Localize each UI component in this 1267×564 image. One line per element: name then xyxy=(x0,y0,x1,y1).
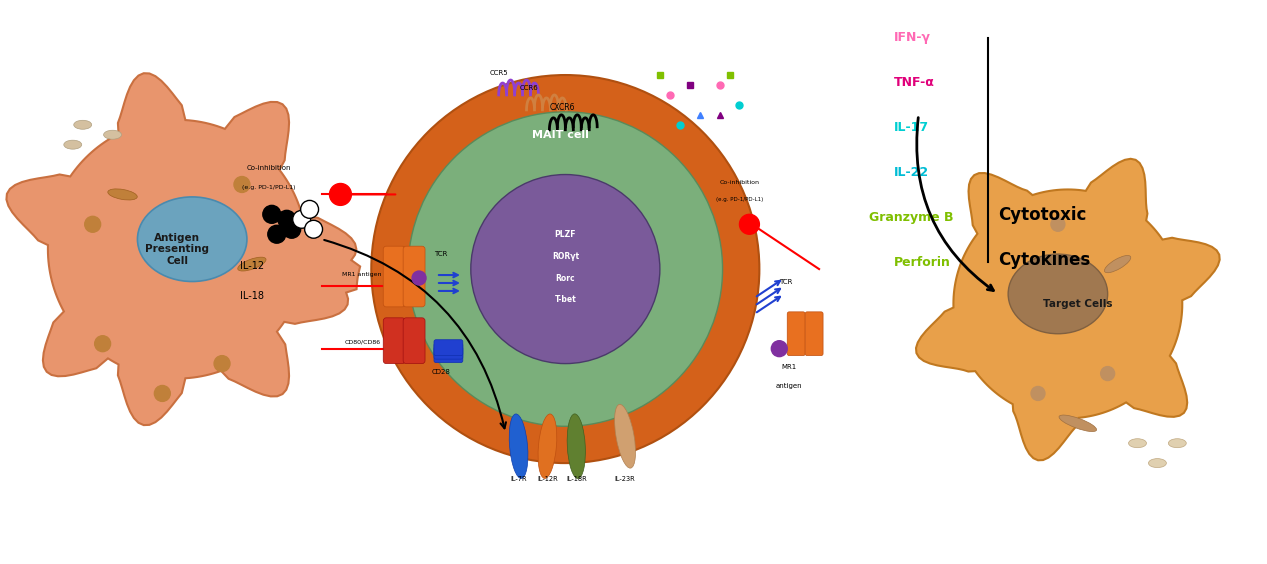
Ellipse shape xyxy=(1059,415,1096,431)
FancyBboxPatch shape xyxy=(435,340,462,356)
Text: CCR6: CCR6 xyxy=(519,85,538,91)
FancyBboxPatch shape xyxy=(403,318,424,364)
Circle shape xyxy=(412,271,426,285)
Circle shape xyxy=(300,200,318,218)
FancyArrowPatch shape xyxy=(756,297,780,312)
Text: Cytokines: Cytokines xyxy=(998,250,1091,268)
Circle shape xyxy=(471,174,660,364)
Text: IFN-γ: IFN-γ xyxy=(893,32,931,45)
Circle shape xyxy=(1101,367,1115,381)
Text: T-bet: T-bet xyxy=(555,296,576,305)
Text: PLZF: PLZF xyxy=(555,230,576,239)
Ellipse shape xyxy=(137,197,247,281)
FancyArrowPatch shape xyxy=(438,289,457,293)
Circle shape xyxy=(262,205,281,223)
Ellipse shape xyxy=(1105,255,1130,273)
Text: (e.g. PD-1/PD-L1): (e.g. PD-1/PD-L1) xyxy=(716,197,763,202)
Text: Target Cells: Target Cells xyxy=(1043,299,1112,309)
Circle shape xyxy=(277,210,295,228)
Ellipse shape xyxy=(104,130,122,139)
Text: IL-7R: IL-7R xyxy=(511,476,527,482)
Text: MR1 antigen: MR1 antigen xyxy=(342,272,381,277)
Text: TCR: TCR xyxy=(435,251,447,257)
Ellipse shape xyxy=(568,414,585,478)
Text: IL-22: IL-22 xyxy=(893,166,929,179)
Text: IL-17: IL-17 xyxy=(893,121,929,134)
Circle shape xyxy=(234,177,250,192)
Circle shape xyxy=(772,341,787,356)
Text: CD80/CD86: CD80/CD86 xyxy=(345,340,381,345)
Ellipse shape xyxy=(509,414,528,478)
FancyBboxPatch shape xyxy=(383,318,405,364)
Text: CXCR6: CXCR6 xyxy=(550,103,575,112)
Circle shape xyxy=(371,75,759,463)
Ellipse shape xyxy=(238,257,266,271)
Text: IL-23R: IL-23R xyxy=(614,476,636,482)
Text: (e.g. PD-1/PD-L1): (e.g. PD-1/PD-L1) xyxy=(242,186,295,191)
Text: MAIT cell: MAIT cell xyxy=(532,130,589,140)
Text: IL-18: IL-18 xyxy=(239,291,264,301)
Text: antigen: antigen xyxy=(775,384,802,390)
Circle shape xyxy=(283,221,300,238)
Text: Cytotoxic: Cytotoxic xyxy=(998,206,1087,224)
Ellipse shape xyxy=(108,189,137,200)
Ellipse shape xyxy=(73,120,91,129)
Text: MR1: MR1 xyxy=(782,364,797,369)
Circle shape xyxy=(155,385,170,402)
Text: CD28: CD28 xyxy=(432,368,450,374)
Text: Co-inhibition: Co-inhibition xyxy=(247,165,291,170)
Circle shape xyxy=(214,356,231,372)
Ellipse shape xyxy=(329,183,351,205)
Ellipse shape xyxy=(614,404,636,468)
FancyArrowPatch shape xyxy=(756,289,780,305)
Text: TNF-α: TNF-α xyxy=(893,76,935,89)
Circle shape xyxy=(85,217,100,232)
Text: Perforin: Perforin xyxy=(893,256,950,269)
Text: Co-inhibition: Co-inhibition xyxy=(720,180,759,186)
Ellipse shape xyxy=(1168,439,1186,448)
Text: CCR5: CCR5 xyxy=(489,70,508,76)
Text: RORγt: RORγt xyxy=(551,252,579,261)
Text: Granzyme B: Granzyme B xyxy=(869,211,953,224)
Text: Antigen
Presenting
Cell: Antigen Presenting Cell xyxy=(146,232,209,266)
Circle shape xyxy=(95,336,110,352)
Ellipse shape xyxy=(1148,459,1167,468)
FancyArrowPatch shape xyxy=(438,273,457,277)
Circle shape xyxy=(293,210,310,228)
Ellipse shape xyxy=(1129,439,1147,448)
Text: IL-12R: IL-12R xyxy=(537,476,557,482)
Circle shape xyxy=(1050,217,1064,231)
Ellipse shape xyxy=(1009,254,1107,334)
Ellipse shape xyxy=(538,414,556,478)
FancyBboxPatch shape xyxy=(805,312,824,356)
FancyBboxPatch shape xyxy=(435,343,462,359)
FancyBboxPatch shape xyxy=(403,246,424,307)
FancyBboxPatch shape xyxy=(787,312,805,356)
FancyBboxPatch shape xyxy=(435,347,462,363)
Text: IL-18R: IL-18R xyxy=(566,476,587,482)
Text: TCR: TCR xyxy=(779,279,793,285)
Ellipse shape xyxy=(740,214,759,234)
Text: Rorc: Rorc xyxy=(555,274,575,283)
Circle shape xyxy=(408,112,722,426)
Circle shape xyxy=(267,225,286,243)
Circle shape xyxy=(1031,386,1045,400)
FancyArrowPatch shape xyxy=(756,281,780,296)
Circle shape xyxy=(304,221,323,238)
FancyArrowPatch shape xyxy=(438,281,457,285)
Polygon shape xyxy=(916,159,1220,460)
Ellipse shape xyxy=(63,140,82,149)
FancyBboxPatch shape xyxy=(383,246,405,307)
Text: IL-12: IL-12 xyxy=(239,261,264,271)
Polygon shape xyxy=(6,73,360,425)
